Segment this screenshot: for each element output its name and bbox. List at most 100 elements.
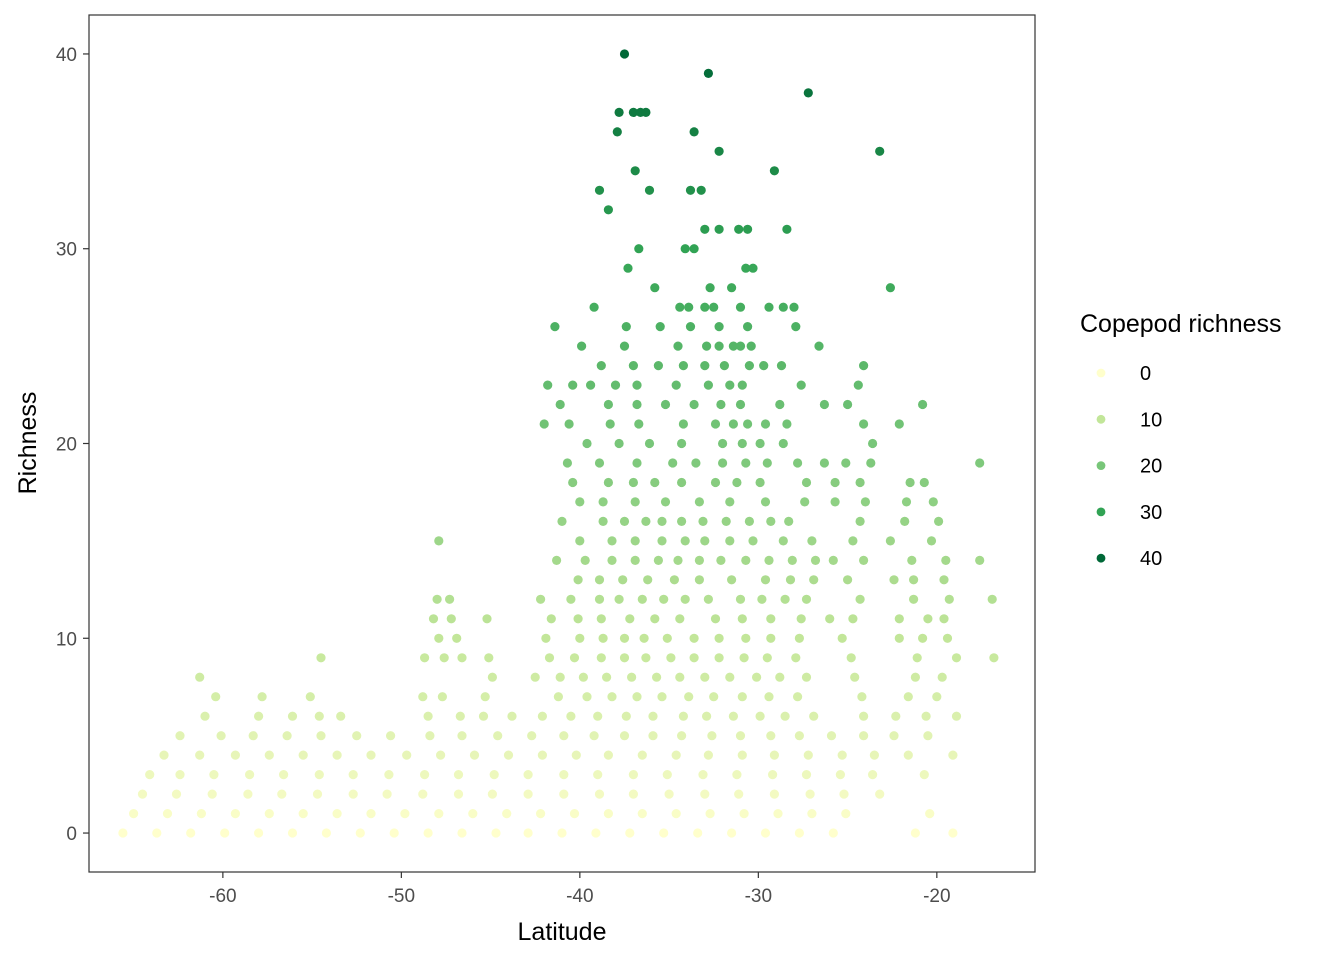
data-point xyxy=(316,653,326,663)
data-point xyxy=(848,614,858,624)
data-point xyxy=(544,653,555,663)
data-point xyxy=(453,789,464,799)
data-point xyxy=(627,672,637,682)
data-point xyxy=(628,477,639,488)
data-point xyxy=(857,692,867,702)
data-point xyxy=(744,361,755,371)
data-point xyxy=(766,614,776,624)
data-point xyxy=(400,809,410,819)
data-point xyxy=(709,692,719,702)
data-point xyxy=(612,127,622,137)
data-point xyxy=(814,341,824,351)
data-point xyxy=(487,789,497,799)
data-point xyxy=(925,809,935,819)
legend-key xyxy=(1096,414,1106,424)
data-point xyxy=(648,731,658,741)
data-point xyxy=(591,828,601,838)
data-point xyxy=(789,302,799,312)
data-point xyxy=(575,536,585,546)
data-point xyxy=(859,419,869,429)
data-point xyxy=(434,536,444,546)
data-point xyxy=(523,828,533,838)
data-point xyxy=(785,575,796,585)
data-point xyxy=(573,575,583,585)
data-point xyxy=(809,711,819,721)
data-point xyxy=(716,399,726,410)
data-point xyxy=(868,438,878,449)
data-point xyxy=(894,419,904,429)
data-point xyxy=(757,594,767,604)
data-point xyxy=(332,809,342,819)
data-point xyxy=(673,341,683,351)
data-point xyxy=(918,399,928,410)
data-point xyxy=(279,770,289,780)
data-point xyxy=(420,770,430,780)
x-tick-label: -40 xyxy=(566,886,593,907)
data-point xyxy=(596,614,606,624)
data-point xyxy=(727,828,737,838)
data-point xyxy=(855,516,865,527)
data-point xyxy=(487,672,497,682)
data-point xyxy=(555,672,565,682)
data-point xyxy=(582,438,592,449)
data-point xyxy=(428,614,439,624)
data-point xyxy=(455,711,465,721)
data-point xyxy=(725,536,735,546)
data-point xyxy=(566,711,576,721)
legend-key xyxy=(1096,461,1106,470)
data-point xyxy=(937,672,947,682)
data-point xyxy=(850,672,860,682)
data-point xyxy=(694,575,705,585)
data-point xyxy=(801,770,812,780)
data-point xyxy=(684,302,694,312)
data-point xyxy=(714,341,724,351)
data-point xyxy=(885,283,896,293)
data-point xyxy=(298,809,308,819)
data-point xyxy=(918,633,928,643)
data-point xyxy=(152,828,162,838)
data-point xyxy=(566,594,576,604)
data-point xyxy=(625,828,635,838)
data-point xyxy=(314,711,324,721)
data-point xyxy=(859,555,869,566)
data-point xyxy=(619,653,630,663)
data-point xyxy=(819,399,830,410)
data-point xyxy=(480,692,490,702)
y-tick-label: 10 xyxy=(56,629,77,650)
data-point xyxy=(678,361,689,371)
data-point xyxy=(677,731,687,741)
data-point xyxy=(209,770,219,780)
data-point xyxy=(703,380,714,390)
data-point xyxy=(257,692,267,702)
data-point xyxy=(705,283,715,293)
data-point xyxy=(910,828,921,838)
data-point xyxy=(630,497,640,507)
data-point xyxy=(366,809,376,819)
data-point xyxy=(536,809,546,819)
data-point xyxy=(680,244,690,254)
data-point xyxy=(764,555,774,566)
data-point xyxy=(621,322,631,332)
data-point xyxy=(657,536,667,546)
data-point xyxy=(543,380,553,390)
data-point xyxy=(434,809,444,819)
data-point xyxy=(951,653,962,663)
data-point xyxy=(859,361,869,371)
data-point xyxy=(162,809,173,819)
data-point xyxy=(934,516,944,527)
data-point xyxy=(677,477,687,488)
data-point xyxy=(825,614,835,624)
x-tick-label: -20 xyxy=(923,886,950,907)
data-point xyxy=(782,224,792,234)
data-point xyxy=(801,594,812,604)
data-point xyxy=(643,575,653,585)
data-point xyxy=(855,594,865,604)
data-point xyxy=(743,224,753,234)
y-axis-title: Richness xyxy=(14,392,42,495)
data-point xyxy=(468,809,478,819)
data-point xyxy=(555,399,565,410)
y-tick-label: 40 xyxy=(56,45,77,66)
data-point xyxy=(575,497,585,507)
data-point xyxy=(619,633,630,643)
